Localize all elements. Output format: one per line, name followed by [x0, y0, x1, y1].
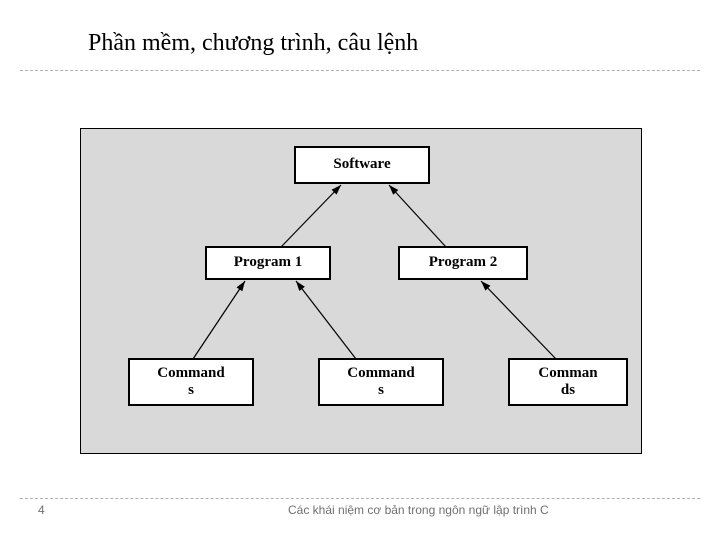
- node-commands-3: Commands: [508, 358, 628, 406]
- slide-title: Phần mềm, chương trình, câu lệnh: [88, 30, 418, 57]
- slide: Phần mềm, chương trình, câu lệnh Softwar…: [0, 0, 720, 540]
- node-program-1: Program 1: [205, 246, 331, 280]
- node-label: Software: [333, 156, 390, 173]
- node-program-2: Program 2: [398, 246, 528, 280]
- node-label: Commands: [157, 365, 225, 400]
- footer-divider: [20, 498, 700, 499]
- node-label: Commands: [538, 365, 597, 400]
- node-label: Program 2: [429, 254, 497, 271]
- node-commands-2: Commands: [318, 358, 444, 406]
- node-label: Program 1: [234, 254, 302, 271]
- node-label: Commands: [347, 365, 415, 400]
- title-divider: [20, 70, 700, 71]
- node-software: Software: [294, 146, 430, 184]
- page-number: 4: [38, 503, 45, 517]
- footer-text: Các khái niệm cơ bản trong ngôn ngữ lập …: [288, 503, 549, 517]
- node-commands-1: Commands: [128, 358, 254, 406]
